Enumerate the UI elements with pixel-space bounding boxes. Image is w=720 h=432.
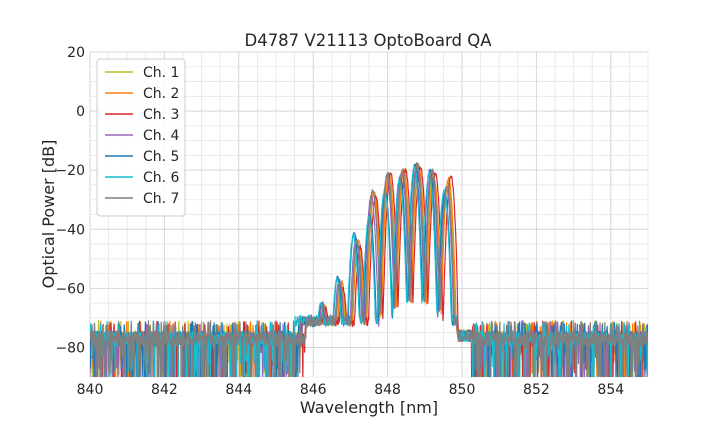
y-tick-label: −40 (55, 222, 85, 238)
x-tick-label: 844 (225, 382, 252, 398)
y-tick-label: −60 (55, 281, 85, 297)
y-tick-label: −20 (55, 163, 85, 179)
x-axis-label: Wavelength [nm] (300, 398, 438, 417)
x-tick-label: 848 (374, 382, 401, 398)
x-tick-label: 854 (597, 382, 624, 398)
x-tick-label: 846 (300, 382, 327, 398)
legend-entry: Ch. 4 (143, 128, 180, 144)
y-tick-label: 0 (76, 104, 85, 120)
legend-entry: Ch. 6 (143, 170, 180, 186)
x-tick-label: 850 (449, 382, 476, 398)
legend-entry: Ch. 1 (143, 65, 179, 81)
x-tick-label: 842 (151, 382, 178, 398)
chart-title: D4787 V21113 OptoBoard QA (244, 31, 492, 50)
x-tick-label: 840 (77, 382, 104, 398)
legend-entry: Ch. 3 (143, 107, 179, 123)
series-layer (90, 162, 648, 377)
legend-entry: Ch. 2 (143, 86, 179, 102)
tick-labels: 840 842 844 846 848 850 852 854 20 0 −20 −40 −60 −80 (55, 45, 624, 398)
y-tick-label: −80 (55, 340, 85, 356)
legend: Ch. 1 Ch. 2 Ch. 3 Ch. 4 Ch. 5 Ch. 6 Ch. 7 (96, 58, 186, 217)
legend-entry: Ch. 7 (143, 191, 179, 207)
legend-entry: Ch. 5 (143, 149, 179, 165)
y-tick-label: 20 (67, 45, 85, 61)
x-tick-label: 852 (523, 382, 550, 398)
series-line-ch7 (90, 162, 648, 377)
y-axis-label: Optical Power [dB] (39, 140, 58, 289)
